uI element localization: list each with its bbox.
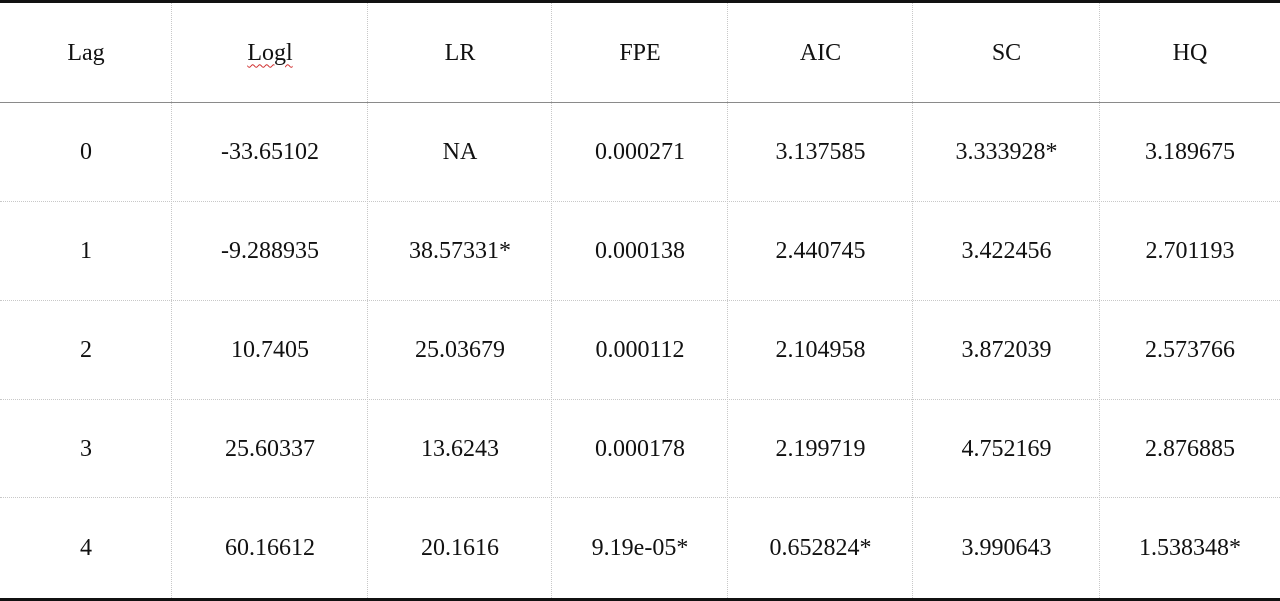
table-cell-text: 10.7405 bbox=[231, 337, 309, 363]
table-cell-text: 0.652824* bbox=[769, 534, 872, 561]
table-cell-text: -33.65102 bbox=[221, 139, 319, 165]
table-cell: 10.7405 bbox=[172, 301, 368, 400]
row-rule bbox=[0, 300, 1280, 301]
column-rule bbox=[727, 3, 728, 598]
header-cell: AIC bbox=[728, 3, 913, 103]
table-cell-text: 25.03679 bbox=[415, 337, 505, 363]
header-cell-text: AIC bbox=[799, 39, 842, 66]
header-cell-text: LR bbox=[444, 39, 476, 66]
table-cell: NA bbox=[368, 103, 552, 202]
header-cell: LR bbox=[368, 3, 552, 103]
row-rule bbox=[0, 399, 1280, 400]
table-cell: 2.573766 bbox=[1100, 301, 1280, 400]
table-cell: 3.137585 bbox=[728, 103, 913, 202]
table-cell: 0.000138 bbox=[552, 202, 728, 301]
table-cell: 20.1616 bbox=[368, 498, 552, 598]
table-cell-text: 0.000112 bbox=[595, 337, 685, 363]
table-cell-text: 0.000178 bbox=[595, 435, 685, 462]
header-cell-text: Logl bbox=[247, 39, 293, 66]
table-cell-text: 3 bbox=[80, 435, 92, 462]
table-cell-text: 13.6243 bbox=[421, 435, 499, 462]
table-cell: 0.652824* bbox=[728, 498, 913, 598]
table-cell: 2.701193 bbox=[1100, 202, 1280, 301]
table-cell-text: 20.1616 bbox=[421, 534, 499, 561]
column-rule bbox=[171, 3, 172, 598]
table-cell-text: 4 bbox=[80, 534, 92, 561]
table-cell-text: 2.440745 bbox=[775, 238, 866, 264]
header-rule bbox=[0, 102, 1280, 103]
table-cell: 2.104958 bbox=[728, 301, 913, 400]
header-cell-text: FPE bbox=[619, 39, 661, 66]
table-cell: 0.000178 bbox=[552, 400, 728, 498]
table-cell-text: 0.000138 bbox=[595, 238, 685, 264]
table-cell: 4 bbox=[0, 498, 172, 598]
top-border bbox=[0, 0, 1280, 3]
table-cell-text: 2 bbox=[80, 337, 92, 363]
table-cell-text: 0 bbox=[80, 139, 92, 165]
table-cell: 3.333928* bbox=[913, 103, 1100, 202]
table-cell-text: 9.19e-05* bbox=[591, 534, 689, 561]
header-cell: Logl bbox=[172, 3, 368, 103]
table-cell-text: 38.57331* bbox=[409, 238, 511, 264]
table-cell: -9.288935 bbox=[172, 202, 368, 301]
header-cell-text: Lag bbox=[67, 39, 105, 66]
table-cell: 2.876885 bbox=[1100, 400, 1280, 498]
table-cell: 2.199719 bbox=[728, 400, 913, 498]
table-cell: 3.872039 bbox=[913, 301, 1100, 400]
table-cell-text: 4.752169 bbox=[961, 435, 1052, 462]
table-cell-text: 3.990643 bbox=[961, 534, 1052, 561]
column-rule bbox=[1099, 3, 1100, 598]
header-cell-text: HQ bbox=[1172, 39, 1208, 66]
table-cell: 3.990643 bbox=[913, 498, 1100, 598]
column-rule bbox=[551, 3, 552, 598]
table-cell-text: 2.199719 bbox=[775, 435, 866, 462]
header-cell: HQ bbox=[1100, 3, 1280, 103]
table-cell-text: 3.422456 bbox=[961, 238, 1052, 264]
table-cell-text: 3.189675 bbox=[1145, 139, 1235, 165]
table-cell: -33.65102 bbox=[172, 103, 368, 202]
table-cell-text: 25.60337 bbox=[225, 435, 315, 462]
header-cell-text: SC bbox=[991, 39, 1022, 66]
table-cell: 60.16612 bbox=[172, 498, 368, 598]
header-cell: Lag bbox=[0, 3, 172, 103]
table-cell: 3 bbox=[0, 400, 172, 498]
table-cell: 2 bbox=[0, 301, 172, 400]
table-cell-text: 1 bbox=[80, 238, 92, 264]
table-cell: 0 bbox=[0, 103, 172, 202]
table-cell-text: 1.538348* bbox=[1139, 534, 1241, 561]
table-cell-text: 3.333928* bbox=[955, 139, 1058, 165]
table-cell-text: -9.288935 bbox=[221, 238, 319, 264]
table-cell-text: 0.000271 bbox=[595, 139, 685, 165]
column-rule bbox=[912, 3, 913, 598]
table-cell-text: 60.16612 bbox=[225, 534, 315, 561]
table-cell-text: 2.701193 bbox=[1145, 238, 1235, 264]
table-cell: 1 bbox=[0, 202, 172, 301]
row-rule bbox=[0, 497, 1280, 498]
table-cell: 3.189675 bbox=[1100, 103, 1280, 202]
table-cell: 3.422456 bbox=[913, 202, 1100, 301]
table-cell: 25.60337 bbox=[172, 400, 368, 498]
table-cell: 25.03679 bbox=[368, 301, 552, 400]
column-rule bbox=[367, 3, 368, 598]
table-cell-text: 2.104958 bbox=[775, 337, 866, 363]
table-cell: 4.752169 bbox=[913, 400, 1100, 498]
table-cell-text: 2.573766 bbox=[1145, 337, 1235, 363]
table-cell: 1.538348* bbox=[1100, 498, 1280, 598]
table-cell: 9.19e-05* bbox=[552, 498, 728, 598]
table-cell: 38.57331* bbox=[368, 202, 552, 301]
bottom-border bbox=[0, 598, 1280, 601]
table-cell-text: 3.137585 bbox=[775, 139, 866, 165]
table-cell-text: 3.872039 bbox=[961, 337, 1052, 363]
table-cell: 0.000112 bbox=[552, 301, 728, 400]
header-cell: FPE bbox=[552, 3, 728, 103]
header-cell: SC bbox=[913, 3, 1100, 103]
table-cell: 2.440745 bbox=[728, 202, 913, 301]
row-rule bbox=[0, 201, 1280, 202]
table-cell-text: NA bbox=[442, 139, 478, 165]
table-cell: 13.6243 bbox=[368, 400, 552, 498]
table-cell-text: 2.876885 bbox=[1145, 435, 1235, 462]
table-cell: 0.000271 bbox=[552, 103, 728, 202]
